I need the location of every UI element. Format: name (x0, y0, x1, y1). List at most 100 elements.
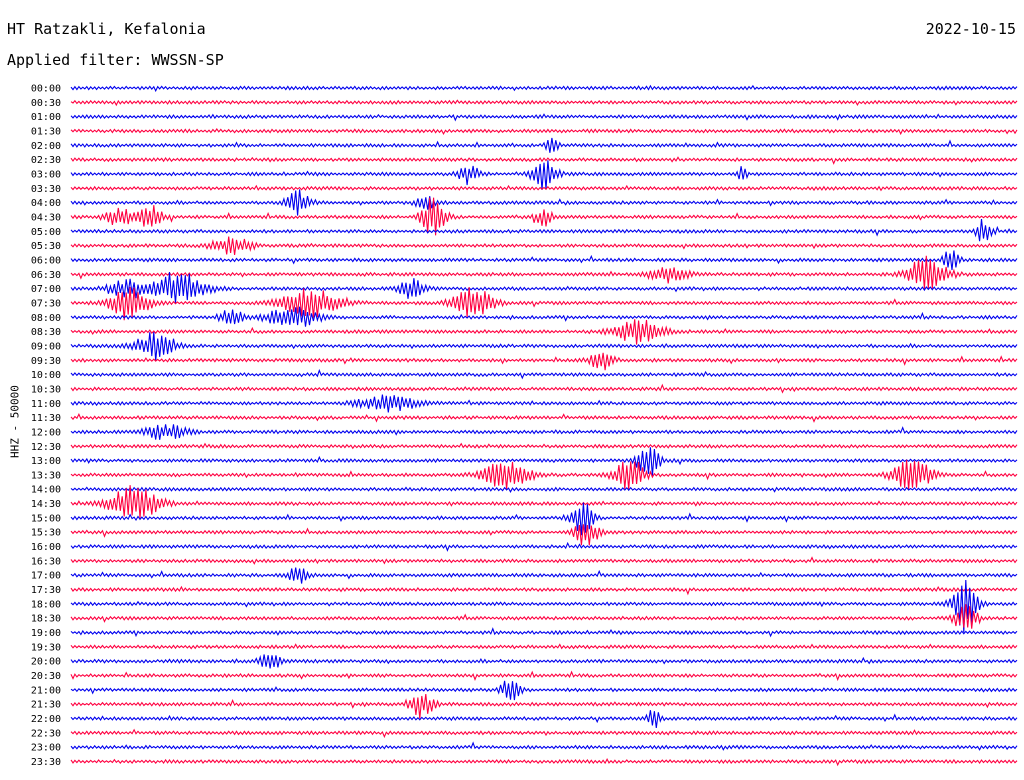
row-time-label: 02:00 (31, 141, 61, 152)
trace-row (70, 670, 1018, 682)
row-time-label: 12:30 (31, 442, 61, 453)
row-time-label: 08:00 (31, 313, 61, 324)
row-time-label: 19:00 (31, 628, 61, 639)
trace-row (70, 413, 1018, 423)
row-time-label: 16:00 (31, 542, 61, 553)
row-time-label: 09:00 (31, 341, 61, 352)
trace-row (70, 579, 1018, 633)
trace-row (70, 485, 1018, 519)
row-time-label: 03:00 (31, 169, 61, 180)
row-time-label: 17:00 (31, 571, 61, 582)
row-time-label: 05:30 (31, 241, 61, 252)
trace-row (70, 757, 1018, 767)
row-time-label: 23:30 (31, 757, 61, 768)
row-time-label: 07:30 (31, 298, 61, 309)
row-time-label: 17:30 (31, 585, 61, 596)
trace-row (70, 459, 1018, 490)
row-time-label: 06:30 (31, 270, 61, 281)
row-time-label: 12:00 (31, 427, 61, 438)
record-date: 2022-10-15 (925, 20, 1016, 38)
trace-row (70, 524, 1018, 546)
trace-row (70, 502, 1018, 536)
trace-row (70, 160, 1018, 191)
row-time-label: 20:30 (31, 671, 61, 682)
row-time-label: 14:00 (31, 485, 61, 496)
row-time-label: 18:00 (31, 599, 61, 610)
trace-row (70, 84, 1018, 93)
trace-row (70, 352, 1018, 371)
trace-row (70, 236, 1018, 255)
trace-row (70, 680, 1018, 701)
station-title: HT Ratzakli, Kefalonia (7, 20, 206, 38)
row-time-label: 08:30 (31, 327, 61, 338)
trace-row (70, 184, 1018, 192)
row-time-label: 15:30 (31, 528, 61, 539)
trace-row (70, 250, 1018, 271)
row-time-label: 05:00 (31, 227, 61, 238)
trace-row (70, 219, 1018, 242)
row-time-label: 11:30 (31, 413, 61, 424)
trace-row (70, 424, 1018, 440)
row-time-label: 04:00 (31, 198, 61, 209)
trace-row (70, 741, 1018, 751)
row-time-label: 20:00 (31, 657, 61, 668)
trace-row (70, 189, 1018, 216)
filter-label: Applied filter: WWSSN-SP (7, 51, 224, 69)
row-time-label: 06:00 (31, 255, 61, 266)
row-time-label: 22:30 (31, 728, 61, 739)
trace-row (70, 567, 1018, 584)
trace-row (70, 604, 1018, 629)
trace-row (70, 271, 1018, 304)
trace-row (70, 319, 1018, 345)
row-time-label: 22:00 (31, 714, 61, 725)
row-time-label: 10:00 (31, 370, 61, 381)
row-time-label: 04:30 (31, 212, 61, 223)
row-time-label: 00:00 (31, 84, 61, 95)
trace-row (70, 383, 1018, 394)
row-time-label: 02:30 (31, 155, 61, 166)
row-time-label: 21:00 (31, 685, 61, 696)
trace-row (70, 331, 1018, 361)
trace-row (70, 556, 1018, 565)
trace-row (70, 694, 1018, 719)
trace-row (70, 654, 1018, 669)
time-tick-labels: 00:00 00:30 01:00 01:30 02:00 02:30 03:00 03:30… (31, 84, 61, 769)
trace-row (70, 447, 1018, 477)
trace-row (70, 197, 1018, 236)
row-time-label: 13:00 (31, 456, 61, 467)
row-time-label: 14:30 (31, 499, 61, 510)
row-time-label: 18:30 (31, 614, 61, 625)
trace-row (70, 99, 1018, 107)
row-time-label: 10:30 (31, 384, 61, 395)
row-time-label: 19:30 (31, 642, 61, 653)
row-time-label: 11:00 (31, 399, 61, 410)
trace-row (70, 541, 1018, 552)
trace-row (70, 156, 1018, 165)
row-time-label: 01:30 (31, 126, 61, 137)
trace-row (70, 286, 1018, 321)
seismic-traces (70, 84, 1018, 767)
row-time-label: 15:00 (31, 513, 61, 524)
row-time-label: 07:00 (31, 284, 61, 295)
trace-row (70, 643, 1018, 650)
trace-row (70, 710, 1018, 728)
row-time-label: 13:30 (31, 470, 61, 481)
row-time-label: 00:30 (31, 98, 61, 109)
trace-row (70, 486, 1018, 493)
trace-row (70, 394, 1018, 413)
row-time-label: 09:30 (31, 356, 61, 367)
trace-row (70, 627, 1018, 638)
trace-row (70, 137, 1018, 153)
trace-row (70, 585, 1018, 596)
trace-row (70, 306, 1018, 327)
row-time-label: 21:30 (31, 700, 61, 711)
trace-row (70, 128, 1018, 136)
row-time-label: 16:30 (31, 556, 61, 567)
row-time-label: 03:30 (31, 184, 61, 195)
trace-row (70, 255, 1018, 290)
trace-row (70, 442, 1018, 450)
trace-row (70, 113, 1018, 122)
row-time-label: 01:00 (31, 112, 61, 123)
trace-row (70, 368, 1018, 380)
